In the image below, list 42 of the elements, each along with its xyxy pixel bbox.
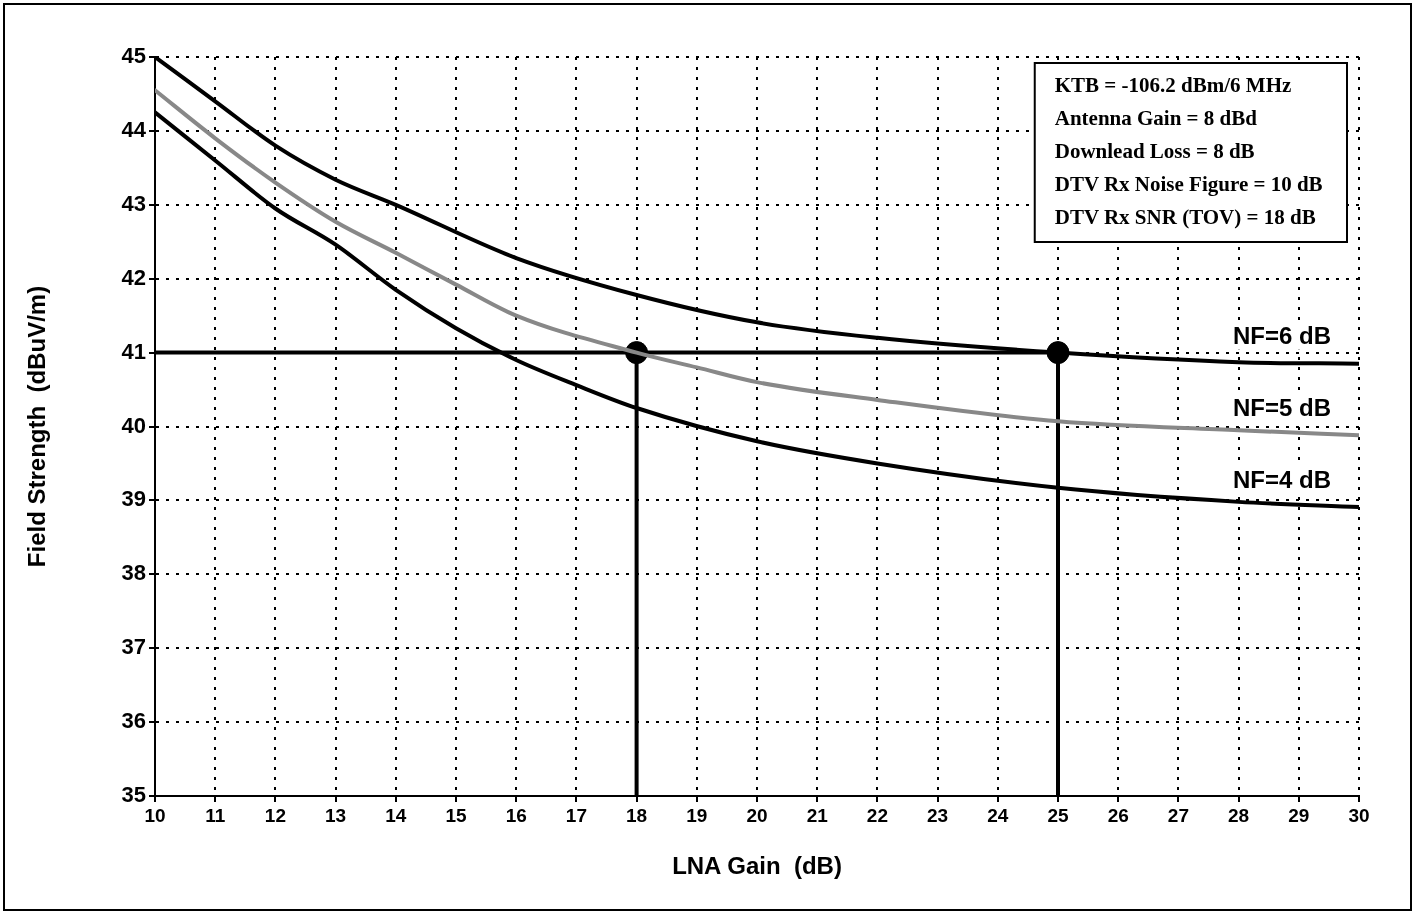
x-tick-label: 19 xyxy=(686,804,708,826)
y-tick-label: 43 xyxy=(121,190,146,216)
y-tick-label: 44 xyxy=(121,116,147,142)
annotation: Downlead Loss = 8 dB xyxy=(1054,138,1255,163)
x-tick-label: 10 xyxy=(144,804,166,826)
y-tick-label: 42 xyxy=(121,264,146,290)
y-tick-label: 41 xyxy=(121,338,146,364)
y-tick-label: 35 xyxy=(121,782,146,808)
x-tick-label: 20 xyxy=(746,804,768,826)
x-tick-label: 22 xyxy=(866,804,888,826)
x-tick-label: 12 xyxy=(264,804,286,826)
series-label: NF=5 dB xyxy=(1232,393,1331,421)
x-tick-label: 23 xyxy=(927,804,949,826)
x-axis-title: LNA Gain (dB) xyxy=(672,852,842,880)
annotation: Antenna Gain = 8 dBd xyxy=(1054,105,1258,130)
annotation: KTB = -106.2 dBm/6 MHz xyxy=(1054,72,1292,97)
x-tick-label: 21 xyxy=(806,804,829,826)
x-tick-label: 17 xyxy=(565,804,587,826)
series-label: NF=6 dB xyxy=(1232,322,1331,350)
y-tick-label: 45 xyxy=(121,43,146,69)
y-tick-label: 37 xyxy=(121,634,146,660)
x-tick-label: 24 xyxy=(987,804,1009,826)
annotation: DTV Rx SNR (TOV) = 18 dB xyxy=(1054,204,1316,229)
x-tick-label: 16 xyxy=(505,804,527,826)
y-tick-label: 38 xyxy=(121,560,146,586)
annotation: DTV Rx Noise Figure = 10 dB xyxy=(1054,171,1323,196)
y-axis-title: Field Strength (dBuV/m) xyxy=(23,285,51,568)
x-tick-label: 14 xyxy=(385,804,407,826)
x-tick-label: 11 xyxy=(205,804,226,826)
series-label: NF=4 dB xyxy=(1232,465,1331,493)
y-tick-label: 36 xyxy=(121,708,146,734)
x-tick-label: 30 xyxy=(1348,804,1370,826)
x-tick-label: 26 xyxy=(1107,804,1129,826)
x-tick-label: 13 xyxy=(325,804,347,826)
x-tick-label: 15 xyxy=(445,804,467,826)
x-tick-label: 27 xyxy=(1167,804,1189,826)
x-tick-label: 18 xyxy=(626,804,648,826)
y-tick-label: 40 xyxy=(121,412,146,438)
x-tick-label: 25 xyxy=(1047,804,1069,826)
x-tick-label: 28 xyxy=(1228,804,1250,826)
y-tick-label: 39 xyxy=(121,486,146,512)
x-tick-label: 29 xyxy=(1288,804,1310,826)
